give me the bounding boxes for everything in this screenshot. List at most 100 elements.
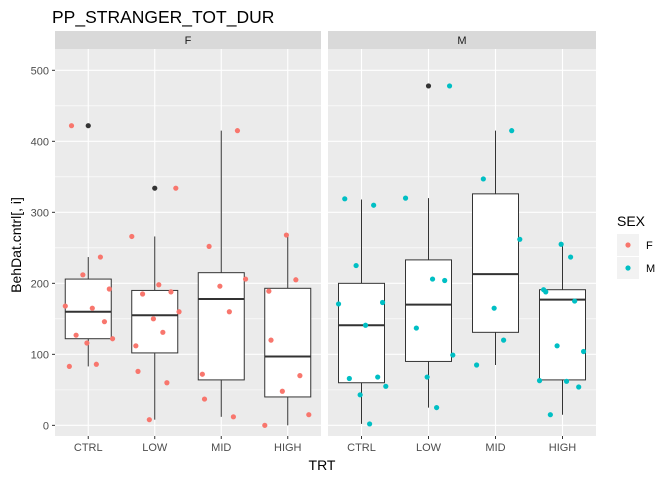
data-point [68, 123, 75, 129]
box-high [264, 235, 312, 426]
y-axis-title: BehDat.cntrl[, i] [8, 197, 24, 293]
legend-swatch-f [625, 242, 631, 248]
data-point [554, 343, 560, 349]
data-point [563, 378, 570, 384]
data-point [97, 254, 103, 260]
data-point [293, 277, 299, 283]
legend-label-m: M [646, 263, 655, 275]
x-axis-title: TRT [309, 457, 336, 473]
outlier-point [152, 185, 158, 191]
facet-strip-label: M [457, 35, 466, 47]
box-iqr [405, 259, 452, 362]
data-point [450, 352, 456, 358]
data-point [199, 371, 205, 377]
data-point [375, 374, 381, 380]
facet-strip-label: F [185, 35, 192, 47]
box-iqr [64, 278, 112, 340]
x-tick-label: MID [211, 442, 231, 454]
x-tick-label: LOW [416, 442, 442, 454]
facet-strip [328, 31, 596, 49]
legend-swatch-m [625, 265, 631, 271]
data-point [62, 303, 68, 309]
box-mid [197, 130, 245, 417]
y-tick-label: 400 [31, 136, 49, 148]
data-point [434, 404, 440, 411]
y-tick-label: 500 [31, 65, 49, 77]
data-point [346, 375, 352, 382]
data-point [93, 361, 99, 367]
data-point [543, 289, 549, 295]
data-point [217, 283, 223, 289]
facet-panels: F CTRL LOW MID HIGH M CTRL LOW MID HIGH [55, 31, 596, 454]
y-tick-label: 200 [31, 278, 49, 290]
legend-title: SEX [617, 213, 646, 229]
data-point [201, 396, 208, 402]
box-iqr [197, 272, 245, 381]
data-point [135, 368, 141, 374]
data-point [580, 348, 587, 355]
box-iqr [472, 193, 519, 333]
x-tick-label: MID [485, 442, 505, 454]
data-point [262, 422, 268, 428]
data-point [109, 336, 116, 342]
data-point [297, 373, 303, 379]
data-point [367, 421, 373, 427]
legend: SEX FM [617, 213, 655, 279]
data-point [536, 378, 543, 384]
data-point [371, 202, 377, 208]
data-point [146, 417, 152, 423]
data-point [89, 305, 95, 311]
data-point [168, 289, 174, 295]
data-point [106, 286, 112, 292]
data-point [509, 128, 515, 134]
box-iqr [539, 289, 586, 381]
facet-panel-m: M CTRL LOW MID HIGH [328, 31, 596, 454]
x-tick-label: HIGH [274, 442, 302, 454]
box-iqr [131, 289, 179, 354]
legend-label-f: F [646, 240, 653, 252]
data-point [383, 383, 389, 389]
data-point [501, 337, 507, 343]
outlier-point [425, 83, 432, 89]
data-point [402, 195, 409, 201]
data-point [234, 128, 241, 134]
outlier-point [85, 123, 91, 129]
data-point [279, 388, 285, 394]
data-point [80, 272, 86, 278]
data-point [176, 309, 182, 315]
data-point [442, 277, 448, 284]
x-tick-label: HIGH [549, 442, 577, 454]
data-point [568, 254, 574, 260]
data-point [266, 288, 272, 294]
data-point [73, 332, 79, 338]
data-point [230, 414, 236, 420]
data-point [424, 374, 430, 380]
data-point [335, 301, 342, 307]
data-point [156, 282, 162, 288]
data-point [572, 298, 578, 304]
box-low [131, 185, 179, 420]
data-point [268, 337, 274, 343]
data-point [242, 276, 249, 282]
data-point [164, 380, 170, 386]
data-point [429, 276, 436, 282]
data-point [306, 412, 312, 418]
box-iqr [264, 287, 312, 398]
box-iqr [338, 282, 385, 384]
data-point [547, 412, 553, 418]
x-tick-label: CTRL [347, 442, 376, 454]
data-point [491, 305, 497, 311]
data-point [133, 343, 139, 349]
data-point [101, 319, 108, 325]
x-tick-label: LOW [142, 442, 168, 454]
data-point [576, 384, 582, 390]
data-point [206, 243, 212, 250]
data-point [129, 233, 135, 240]
box-ctrl [64, 123, 112, 367]
data-point [413, 325, 419, 331]
y-tick-label: 100 [31, 349, 49, 361]
data-point [480, 176, 486, 182]
data-point [140, 291, 146, 297]
data-point [446, 83, 453, 89]
data-point [283, 232, 289, 238]
